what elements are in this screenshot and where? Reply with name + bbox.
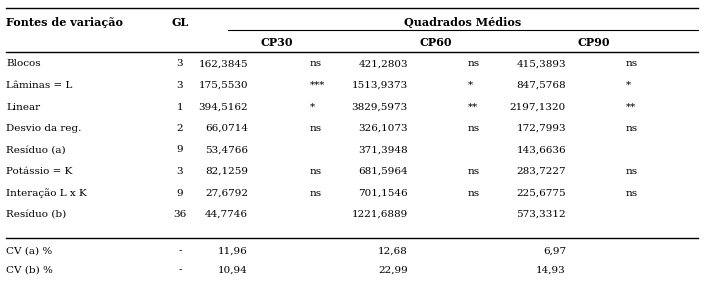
Text: 9: 9 (177, 146, 183, 154)
Text: 22,99: 22,99 (378, 265, 408, 274)
Text: ns: ns (310, 124, 322, 133)
Text: ns: ns (626, 59, 638, 69)
Text: 2197,1320: 2197,1320 (510, 102, 566, 112)
Text: 27,6792: 27,6792 (205, 189, 248, 197)
Text: -: - (178, 247, 182, 255)
Text: 3829,5973: 3829,5973 (352, 102, 408, 112)
Text: 162,3845: 162,3845 (199, 59, 248, 69)
Text: 2: 2 (177, 124, 183, 133)
Text: 36: 36 (173, 210, 187, 219)
Text: 3: 3 (177, 81, 183, 90)
Text: 12,68: 12,68 (378, 247, 408, 255)
Text: 14,93: 14,93 (536, 265, 566, 274)
Text: 11,96: 11,96 (218, 247, 248, 255)
Text: Lâminas = L: Lâminas = L (6, 81, 73, 90)
Text: ns: ns (468, 59, 480, 69)
Text: Fontes de variação: Fontes de variação (6, 16, 123, 28)
Text: ns: ns (468, 167, 480, 176)
Text: 681,5964: 681,5964 (358, 167, 408, 176)
Text: ns: ns (310, 59, 322, 69)
Text: Quadrados Médios: Quadrados Médios (404, 16, 522, 28)
Text: 573,3312: 573,3312 (516, 210, 566, 219)
Text: 421,2803: 421,2803 (358, 59, 408, 69)
Text: CV (a) %: CV (a) % (6, 247, 52, 255)
Text: ns: ns (310, 167, 322, 176)
Text: CP60: CP60 (420, 38, 452, 49)
Text: Desvio da reg.: Desvio da reg. (6, 124, 82, 133)
Text: Interação L x K: Interação L x K (6, 188, 87, 198)
Text: Resíduo (a): Resíduo (a) (6, 146, 65, 154)
Text: Blocos: Blocos (6, 59, 41, 69)
Text: 66,0714: 66,0714 (205, 124, 248, 133)
Text: 3: 3 (177, 167, 183, 176)
Text: Resíduo (b): Resíduo (b) (6, 210, 66, 219)
Text: 1221,6889: 1221,6889 (352, 210, 408, 219)
Text: CP90: CP90 (577, 38, 610, 49)
Text: **: ** (626, 102, 636, 112)
Text: ***: *** (310, 81, 325, 90)
Text: 701,1546: 701,1546 (358, 189, 408, 197)
Text: 9: 9 (177, 189, 183, 197)
Text: 175,5530: 175,5530 (199, 81, 248, 90)
Text: 283,7227: 283,7227 (516, 167, 566, 176)
Text: *: * (468, 81, 473, 90)
Text: 371,3948: 371,3948 (358, 146, 408, 154)
Text: ns: ns (468, 124, 480, 133)
Text: 172,7993: 172,7993 (516, 124, 566, 133)
Text: GL: GL (171, 16, 189, 28)
Text: 3: 3 (177, 59, 183, 69)
Text: Potássio = K: Potássio = K (6, 167, 73, 176)
Text: 82,1259: 82,1259 (205, 167, 248, 176)
Text: 326,1073: 326,1073 (358, 124, 408, 133)
Text: ns: ns (626, 189, 638, 197)
Text: 1513,9373: 1513,9373 (352, 81, 408, 90)
Text: -: - (178, 265, 182, 274)
Text: CP30: CP30 (260, 38, 293, 49)
Text: Linear: Linear (6, 102, 40, 112)
Text: 6,97: 6,97 (543, 247, 566, 255)
Text: 847,5768: 847,5768 (516, 81, 566, 90)
Text: 225,6775: 225,6775 (516, 189, 566, 197)
Text: ns: ns (626, 124, 638, 133)
Text: *: * (310, 102, 315, 112)
Text: 53,4766: 53,4766 (205, 146, 248, 154)
Text: ns: ns (468, 189, 480, 197)
Text: 10,94: 10,94 (218, 265, 248, 274)
Text: CV (b) %: CV (b) % (6, 265, 53, 274)
Text: 394,5162: 394,5162 (199, 102, 248, 112)
Text: **: ** (468, 102, 478, 112)
Text: *: * (626, 81, 631, 90)
Text: 415,3893: 415,3893 (516, 59, 566, 69)
Text: 44,7746: 44,7746 (205, 210, 248, 219)
Text: ns: ns (626, 167, 638, 176)
Text: 1: 1 (177, 102, 183, 112)
Text: 143,6636: 143,6636 (516, 146, 566, 154)
Text: ns: ns (310, 189, 322, 197)
